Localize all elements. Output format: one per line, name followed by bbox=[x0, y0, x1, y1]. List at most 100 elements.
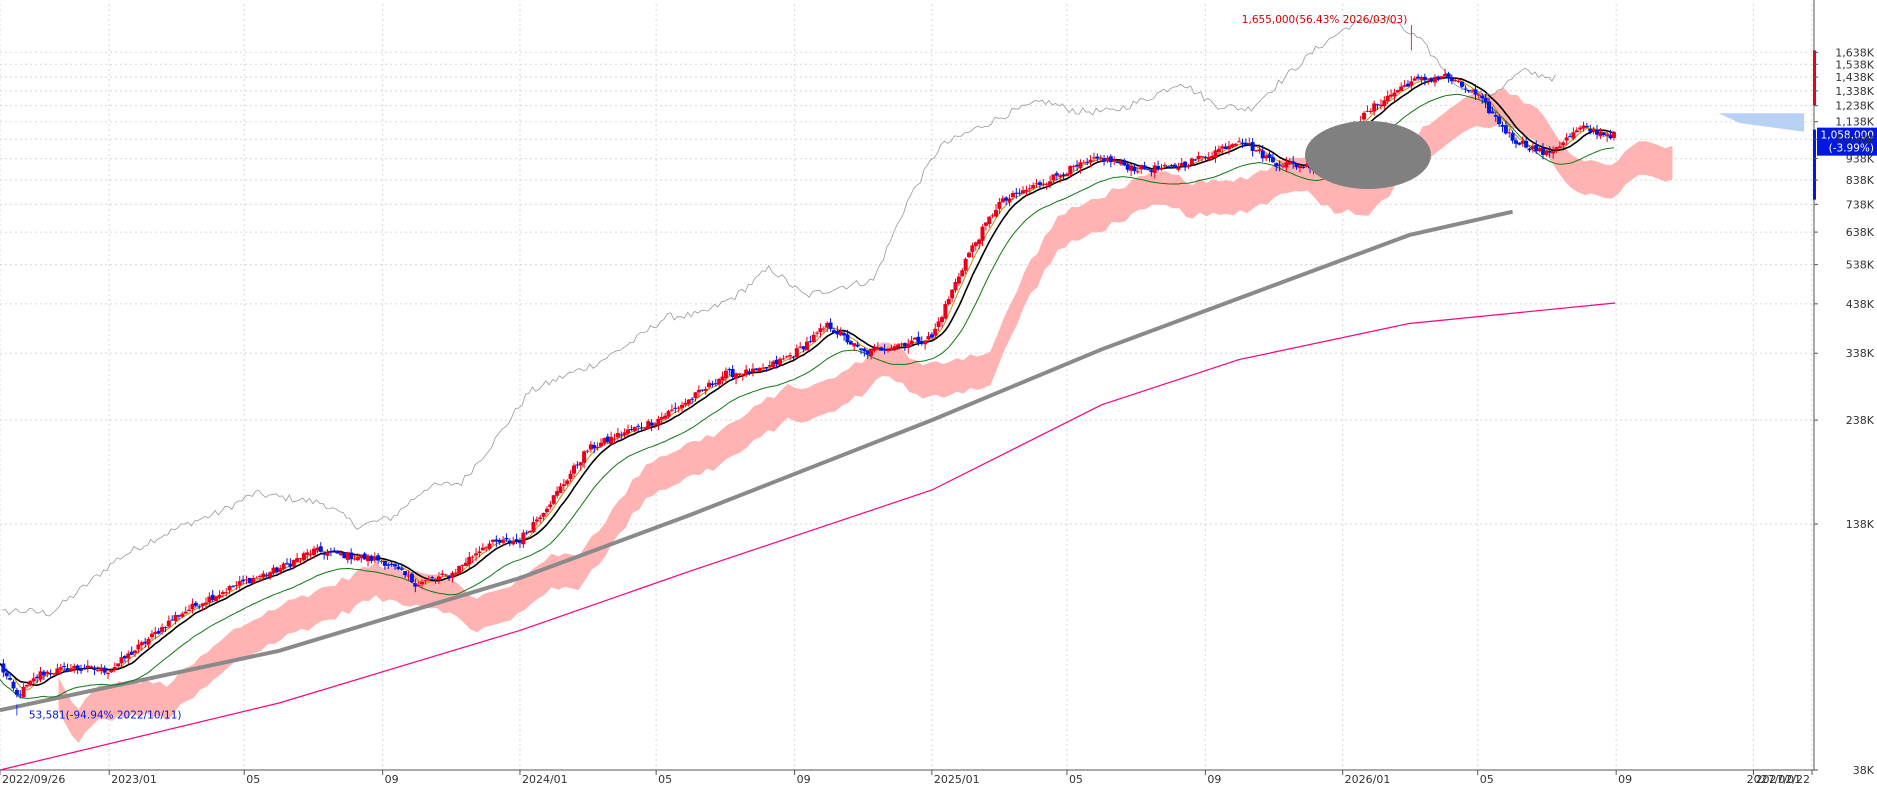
candle-body bbox=[1500, 124, 1505, 127]
candle-body bbox=[1584, 125, 1589, 128]
candle-body bbox=[598, 442, 603, 447]
candle-body bbox=[1058, 175, 1063, 178]
candle-body bbox=[585, 450, 590, 452]
candle-body bbox=[119, 657, 124, 664]
candle-body bbox=[35, 676, 40, 679]
candle-body bbox=[524, 532, 529, 534]
candle-body bbox=[484, 547, 489, 549]
candle-body bbox=[163, 627, 168, 629]
candle-body bbox=[737, 373, 742, 375]
x-tick-label: 05 bbox=[1069, 773, 1083, 786]
candle-body bbox=[453, 572, 458, 574]
x-tick-label: 2022/09/26 bbox=[2, 773, 65, 786]
candle-body bbox=[592, 444, 597, 449]
candle-body bbox=[761, 367, 766, 369]
candle-body bbox=[21, 686, 26, 698]
candle-body bbox=[1206, 157, 1211, 160]
candle-body bbox=[1213, 150, 1218, 158]
candle-body bbox=[18, 694, 23, 696]
candle-body bbox=[352, 558, 357, 560]
candle-body bbox=[328, 551, 333, 553]
candle-body bbox=[1601, 132, 1606, 136]
candle-body bbox=[541, 512, 546, 517]
candle-body bbox=[1547, 151, 1552, 153]
candle-body bbox=[197, 606, 202, 608]
candle-body bbox=[1172, 164, 1177, 168]
candle-body bbox=[1470, 90, 1475, 92]
y-tick-label: 338K bbox=[1846, 347, 1875, 360]
annotations: 1,655,000(56.43% 2026/03/03) 53,581(-94.9… bbox=[16, 14, 1877, 721]
candle-body bbox=[457, 566, 462, 574]
candle-body bbox=[28, 680, 33, 686]
y-tick-label: 638K bbox=[1846, 226, 1875, 239]
candle-body bbox=[815, 332, 820, 334]
candle-body bbox=[680, 404, 685, 408]
candle-body bbox=[1426, 78, 1431, 80]
candle-body bbox=[494, 539, 499, 542]
candle-body bbox=[278, 568, 283, 572]
candle-body bbox=[568, 473, 573, 480]
candle-body bbox=[747, 371, 752, 374]
y-tick-label: 1,038K bbox=[1835, 133, 1874, 146]
candle-body bbox=[1149, 170, 1154, 173]
candle-body bbox=[65, 668, 70, 672]
candle-body bbox=[659, 416, 664, 420]
candle-body bbox=[811, 334, 816, 342]
candle-body bbox=[1254, 150, 1259, 152]
candle-body bbox=[156, 631, 161, 634]
candle-body bbox=[332, 550, 337, 552]
candle-body bbox=[38, 671, 43, 680]
candle-body bbox=[224, 592, 229, 594]
candle-body bbox=[1409, 81, 1414, 86]
candle-body bbox=[929, 334, 934, 338]
candle-body bbox=[1156, 166, 1161, 170]
candle-body bbox=[1122, 160, 1127, 166]
candle-body bbox=[646, 421, 651, 429]
candle-body bbox=[85, 665, 90, 669]
candle-body bbox=[335, 550, 340, 554]
candle-body bbox=[1598, 131, 1603, 137]
candle-body bbox=[1010, 193, 1015, 198]
price-range-bar bbox=[1813, 129, 1816, 200]
x-tick-label: 2026/01 bbox=[1345, 773, 1391, 786]
candle-body bbox=[602, 438, 607, 444]
candle-body bbox=[1162, 164, 1167, 167]
candle-body bbox=[734, 373, 739, 379]
y-tick-label: 438K bbox=[1846, 298, 1875, 311]
candle-body bbox=[1071, 166, 1076, 168]
candle-body bbox=[632, 427, 637, 432]
candle-body bbox=[497, 539, 502, 543]
candle-body bbox=[754, 368, 759, 371]
candle-body bbox=[1486, 101, 1491, 113]
candle-body bbox=[315, 547, 320, 551]
candle-body bbox=[1382, 100, 1387, 107]
candle-body bbox=[349, 552, 354, 560]
candle-body bbox=[1389, 94, 1394, 97]
candle-body bbox=[220, 592, 225, 594]
candle-body bbox=[116, 663, 121, 667]
candle-body bbox=[376, 555, 381, 561]
candle-body bbox=[122, 655, 127, 659]
candle-body bbox=[821, 328, 826, 330]
candle-body bbox=[1027, 188, 1032, 190]
price-tag-value: 1,058,000 bbox=[1821, 130, 1874, 142]
candle-body bbox=[1061, 174, 1066, 177]
x-tick-label: 2025/01 bbox=[934, 773, 980, 786]
candle-body bbox=[649, 422, 654, 426]
candle-body bbox=[967, 252, 972, 258]
candle-body bbox=[89, 666, 94, 668]
candle-body bbox=[987, 216, 992, 225]
candle-body bbox=[507, 540, 512, 543]
candle-body bbox=[656, 418, 661, 426]
candle-body bbox=[551, 495, 556, 504]
candle-body bbox=[274, 567, 279, 573]
candle-body bbox=[764, 367, 769, 369]
candle-body bbox=[288, 563, 293, 567]
candle-body bbox=[126, 653, 131, 659]
candle-body bbox=[1554, 147, 1559, 151]
leading-span-2-area bbox=[1718, 113, 1805, 132]
candle-body bbox=[369, 555, 374, 561]
candle-body bbox=[379, 560, 384, 562]
candle-body bbox=[339, 553, 344, 556]
candle-body bbox=[1203, 156, 1208, 158]
